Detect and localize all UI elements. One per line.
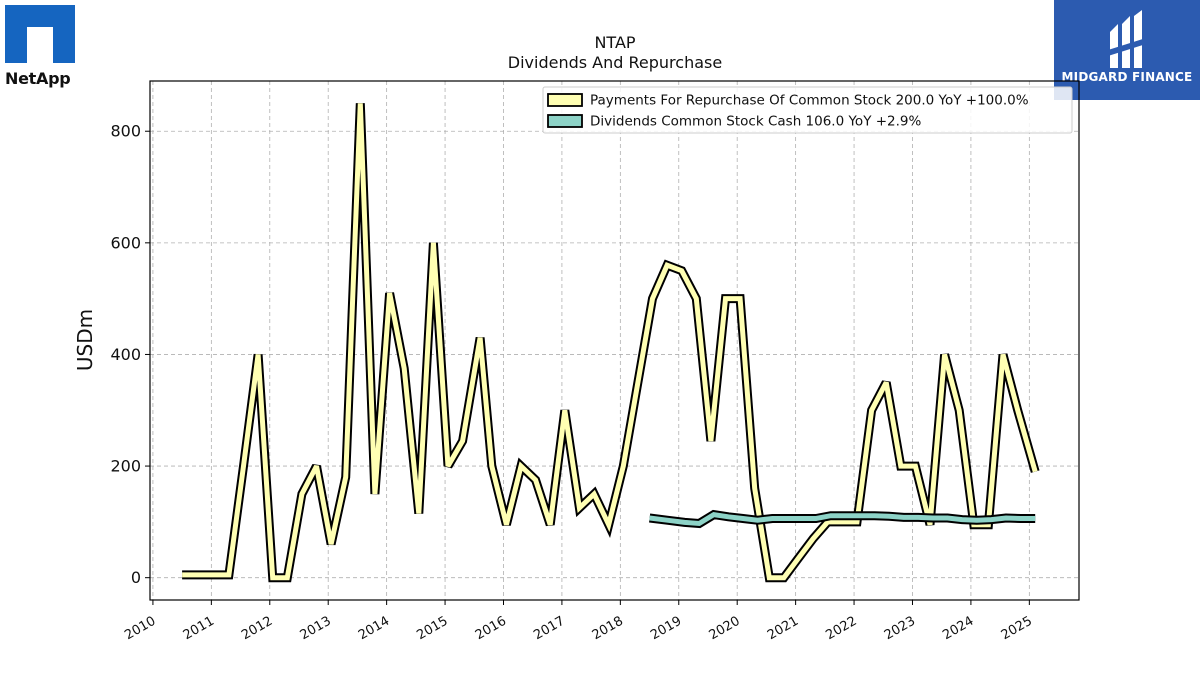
x-tick-label: 2015 <box>414 614 450 644</box>
series-outline-repurchase <box>182 103 1040 583</box>
plot-frame <box>149 80 1080 601</box>
x-tick-label: 2019 <box>648 614 684 644</box>
x-tick-label: 2021 <box>765 614 801 644</box>
legend-box <box>542 86 1073 134</box>
x-tick-label: 2023 <box>882 614 918 644</box>
x-tick-label: 2017 <box>531 614 567 644</box>
midgard-logo-text: MIDGARD FINANCE <box>1061 70 1193 84</box>
x-tick-label: 2011 <box>181 614 217 644</box>
legend-swatch-repurchase <box>547 93 583 107</box>
y-tick-label: 400 <box>110 345 141 364</box>
chart-subtitle: Dividends And Repurchase <box>508 53 722 72</box>
legend: Payments For Repurchase Of Common Stock … <box>542 86 1073 134</box>
x-axis: 2010 2011 2012 2013 2014 2015 2016 2017 2018 2019… <box>122 600 1035 643</box>
y-axis: 0 200 400 600 800 <box>110 122 150 587</box>
x-tick-label: 2012 <box>239 614 275 644</box>
series-line-dividends <box>649 511 1036 527</box>
y-tick-label: 600 <box>110 233 141 252</box>
x-tick-label: 2018 <box>590 614 626 644</box>
series-line-repurchase <box>182 103 1038 581</box>
netapp-logo-text: NetApp <box>5 69 71 88</box>
y-tick-label: 200 <box>110 457 141 476</box>
x-tick-label: 2024 <box>940 614 976 644</box>
grid <box>150 81 1079 600</box>
y-axis-label: USDm <box>73 309 97 371</box>
x-tick-label: 2025 <box>999 614 1035 644</box>
x-tick-label: 2020 <box>707 614 743 644</box>
legend-entry-repurchase: Payments For Repurchase Of Common Stock … <box>590 93 1029 109</box>
legend-swatch-dividends <box>547 114 583 128</box>
legend-entry-dividends: Dividends Common Stock Cash 106.0 YoY +2… <box>590 114 922 130</box>
x-tick-label: 2010 <box>122 614 158 644</box>
x-tick-label: 2022 <box>823 614 859 644</box>
x-tick-label: 2013 <box>298 614 334 644</box>
series-layer <box>182 103 1040 583</box>
chart-title: NTAP <box>594 33 635 52</box>
midgard-logo-icon <box>1108 10 1146 68</box>
y-tick-label: 0 <box>131 568 141 587</box>
midgard-finance-logo: MIDGARD FINANCE <box>1054 0 1200 100</box>
x-tick-label: 2016 <box>473 614 509 644</box>
x-tick-label: 2014 <box>356 614 392 644</box>
y-tick-label: 800 <box>110 122 141 141</box>
netapp-logo-icon <box>5 5 75 63</box>
netapp-logo: NetApp <box>5 5 85 88</box>
